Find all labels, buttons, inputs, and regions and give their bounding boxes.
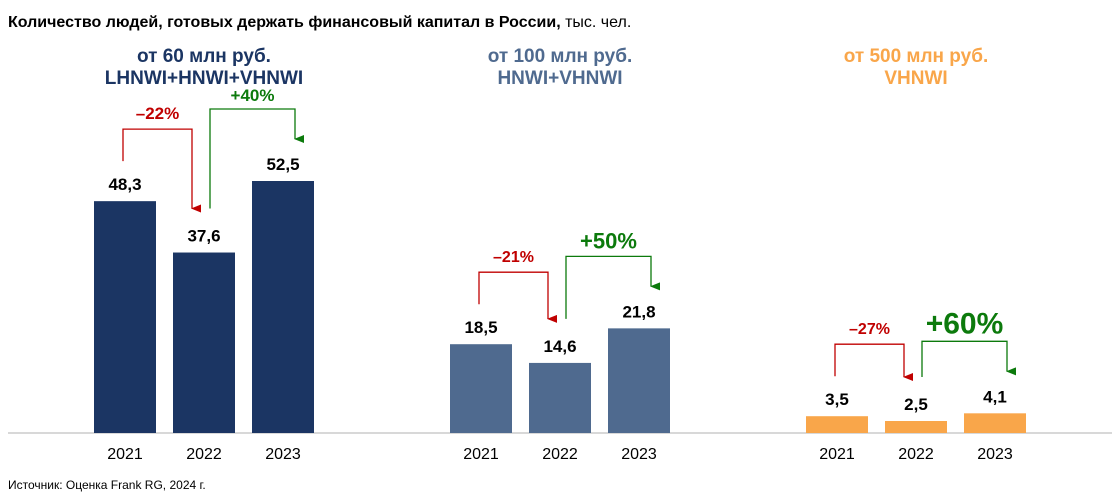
x-tick-label: 2022 bbox=[186, 446, 222, 463]
value-label: 37,6 bbox=[187, 227, 220, 246]
group-subtitle: LHNWI+HNWI+VHNWI bbox=[105, 68, 303, 89]
bar-2022 bbox=[885, 421, 947, 433]
source-note: Источник: Оценка Frank RG, 2024 г. bbox=[8, 478, 206, 492]
change-arrow-up bbox=[921, 340, 1016, 377]
bar-2021 bbox=[450, 344, 512, 433]
group-subtitle: HNWI+VHNWI bbox=[497, 68, 622, 89]
change-label: –21% bbox=[493, 249, 534, 266]
group-title: от 60 млн руб. bbox=[137, 46, 271, 67]
change-arrow-down bbox=[122, 128, 201, 213]
change-arrow-up bbox=[209, 108, 304, 209]
x-tick-label: 2023 bbox=[621, 446, 657, 463]
change-arrow-down bbox=[478, 271, 557, 323]
value-label: 14,6 bbox=[543, 337, 576, 356]
value-label: 48,3 bbox=[108, 175, 141, 194]
chart-title-main: Количество людей, готовых держать финанс… bbox=[8, 14, 561, 31]
bar-2021 bbox=[94, 201, 156, 433]
change-label: –27% bbox=[849, 321, 890, 338]
value-label: 18,5 bbox=[464, 318, 497, 337]
value-label: 2,5 bbox=[904, 395, 928, 414]
x-tick-label: 2022 bbox=[898, 446, 934, 463]
x-tick-label: 2021 bbox=[463, 446, 499, 463]
chart-title: Количество людей, готовых держать финанс… bbox=[8, 14, 631, 32]
x-tick-label: 2021 bbox=[107, 446, 143, 463]
value-label: 52,5 bbox=[266, 155, 299, 174]
change-arrow-down bbox=[834, 343, 913, 381]
value-label: 3,5 bbox=[825, 390, 849, 409]
chart-title-unit: тыс. чел. bbox=[560, 14, 632, 31]
change-label: +60% bbox=[926, 307, 1004, 340]
group-subtitle: VHNWI bbox=[884, 68, 947, 89]
group-title: от 500 млн руб. bbox=[844, 46, 989, 67]
bar-2022 bbox=[173, 252, 235, 433]
bar-2021 bbox=[806, 416, 868, 433]
bar-group-3: от 500 млн руб.VHNWI 3,5 2021 2,5 2022 4,1 202… bbox=[806, 46, 1026, 463]
bar-2023 bbox=[964, 413, 1026, 433]
group-title: от 100 млн руб. bbox=[488, 46, 633, 67]
x-tick-label: 2023 bbox=[265, 446, 301, 463]
value-label: 21,8 bbox=[622, 302, 655, 321]
value-label: 4,1 bbox=[983, 387, 1007, 406]
bar-2023 bbox=[252, 181, 314, 433]
x-tick-label: 2022 bbox=[542, 446, 578, 463]
bar-2022 bbox=[529, 362, 591, 433]
change-label: –22% bbox=[136, 104, 179, 123]
x-tick-label: 2021 bbox=[819, 446, 855, 463]
bar-group-2: от 100 млн руб.HNWI+VHNWI 18,5 2021 14,6 202… bbox=[450, 46, 670, 463]
x-tick-label: 2023 bbox=[977, 446, 1013, 463]
bar-group-1: от 60 млн руб.LHNWI+HNWI+VHNWI 48,3 2021 37… bbox=[94, 46, 314, 463]
change-arrow-up bbox=[565, 255, 660, 319]
change-label: +40% bbox=[231, 86, 275, 105]
bar-2023 bbox=[608, 328, 670, 433]
change-label: +50% bbox=[580, 228, 637, 253]
